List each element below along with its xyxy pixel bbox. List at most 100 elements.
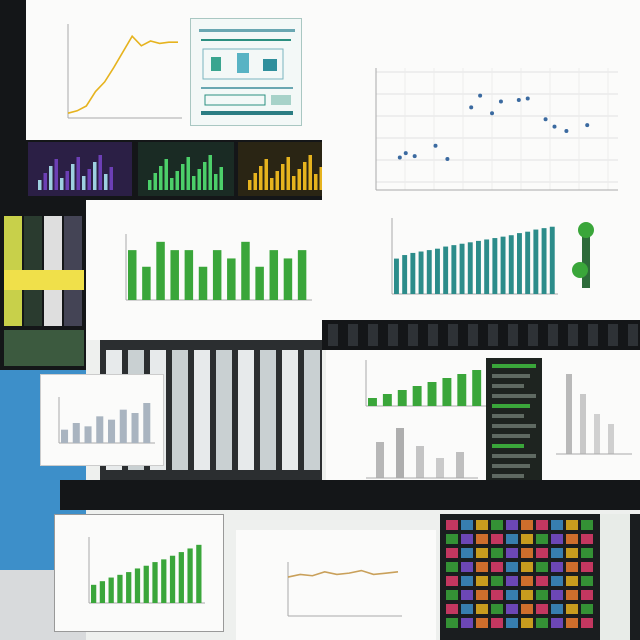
thumb-bar bbox=[264, 159, 268, 190]
bar bbox=[99, 581, 106, 603]
scatter-chart-panel bbox=[322, 0, 640, 210]
thumb-bar bbox=[192, 176, 196, 190]
series-line bbox=[287, 569, 399, 578]
thumb-bar bbox=[76, 157, 80, 190]
list-row bbox=[492, 444, 524, 448]
line-chart-bottom-center-panel bbox=[236, 530, 436, 640]
grid-cell bbox=[536, 534, 548, 544]
thumb-bar bbox=[93, 162, 97, 190]
band-stripe bbox=[368, 324, 378, 346]
band-stripe bbox=[548, 324, 558, 346]
thumb-bar bbox=[292, 176, 296, 190]
band-stripe bbox=[608, 324, 618, 346]
list-row bbox=[492, 414, 524, 418]
grid-cell bbox=[476, 534, 488, 544]
small-bar-chart bbox=[58, 397, 155, 444]
thumb-bar bbox=[60, 178, 64, 190]
thumb-bar bbox=[297, 169, 301, 190]
bar bbox=[484, 239, 490, 294]
thumb-bar bbox=[98, 155, 102, 190]
grid-cell bbox=[476, 576, 488, 586]
thumb-bar bbox=[197, 169, 201, 190]
grid-cell bbox=[461, 590, 473, 600]
grid-cell bbox=[536, 576, 548, 586]
grid-cell bbox=[566, 562, 578, 572]
bar bbox=[283, 258, 293, 300]
colorful-grid-panel bbox=[440, 514, 640, 640]
bar bbox=[241, 241, 250, 300]
band-stripe bbox=[448, 324, 458, 346]
list-row bbox=[492, 394, 536, 398]
grid-cell bbox=[476, 562, 488, 572]
list-row bbox=[492, 464, 530, 468]
thumb-bar bbox=[275, 171, 279, 190]
bar bbox=[72, 423, 80, 443]
scatter-point bbox=[445, 157, 450, 162]
list-row bbox=[492, 454, 536, 458]
list-row bbox=[492, 374, 530, 378]
dark-list-panel bbox=[486, 358, 542, 482]
side-strip bbox=[600, 514, 630, 640]
grid-cell bbox=[581, 604, 593, 614]
band-stripe bbox=[468, 324, 478, 346]
bar-chart-center-right bbox=[365, 360, 502, 407]
scatter-point bbox=[564, 129, 569, 133]
gray-bar-chart bbox=[556, 374, 632, 455]
thumb-bar bbox=[82, 176, 86, 190]
bar bbox=[394, 258, 399, 294]
thumb-bar bbox=[214, 174, 218, 190]
band-stripe bbox=[528, 324, 538, 346]
bar bbox=[269, 250, 279, 300]
grid-cell bbox=[506, 548, 518, 558]
grid-cell bbox=[506, 590, 518, 600]
band-stripe bbox=[628, 324, 638, 346]
grid-cell bbox=[566, 548, 578, 558]
bar bbox=[426, 250, 432, 294]
grid-cell bbox=[566, 534, 578, 544]
rack-column bbox=[260, 350, 276, 470]
bar-chart-bottom-left bbox=[88, 537, 205, 604]
scatter-point bbox=[412, 154, 417, 159]
grid-cell bbox=[461, 534, 473, 544]
thumb-bar bbox=[186, 157, 190, 190]
thumb-bar bbox=[281, 164, 285, 190]
bar bbox=[91, 584, 97, 603]
scatter-point bbox=[403, 151, 408, 156]
grid-cell bbox=[491, 520, 503, 530]
grid-cell bbox=[461, 562, 473, 572]
bar bbox=[131, 413, 139, 443]
scatter-point bbox=[543, 117, 548, 122]
scatter-point bbox=[469, 105, 474, 110]
grid-cell bbox=[566, 590, 578, 600]
colorful-grid bbox=[446, 514, 630, 640]
thumb-bar bbox=[87, 169, 91, 190]
bar bbox=[476, 240, 481, 294]
grid-cell bbox=[521, 604, 533, 614]
thumb-bar bbox=[308, 155, 312, 190]
list-row bbox=[492, 404, 530, 408]
thumb-bar bbox=[314, 174, 318, 190]
grid-cell bbox=[581, 520, 593, 530]
bar bbox=[128, 250, 137, 300]
bar-chart-middle bbox=[125, 234, 312, 301]
bar bbox=[119, 409, 127, 443]
grid-cell bbox=[446, 548, 458, 558]
bar bbox=[117, 574, 123, 603]
bar bbox=[187, 548, 193, 603]
grid-cell bbox=[491, 604, 503, 614]
grid-cell bbox=[551, 618, 563, 628]
bar bbox=[500, 236, 506, 294]
thumb-bar bbox=[153, 173, 157, 190]
band-stripe bbox=[388, 324, 398, 346]
diagram-top-center bbox=[190, 18, 302, 126]
bar bbox=[508, 235, 514, 294]
grid-cell bbox=[491, 534, 503, 544]
dark-list-rows bbox=[492, 364, 536, 478]
grid-cell bbox=[461, 548, 473, 558]
thumb-bar bbox=[159, 166, 163, 190]
grid-cell bbox=[446, 534, 458, 544]
band-stripe bbox=[588, 324, 598, 346]
grid-cell bbox=[446, 590, 458, 600]
grid-cell bbox=[491, 548, 503, 558]
grid-cell bbox=[521, 520, 533, 530]
